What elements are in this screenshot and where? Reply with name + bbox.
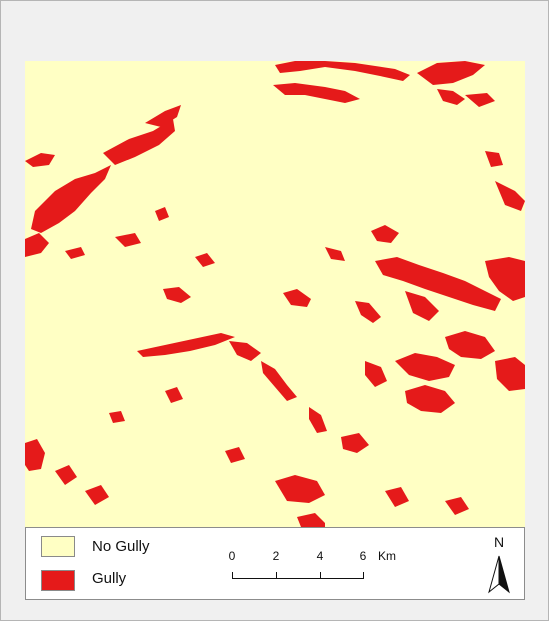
gully-map	[25, 61, 525, 527]
gully-label: Gully	[92, 570, 127, 587]
gully-swatch	[41, 570, 75, 591]
scale-tick	[276, 572, 277, 579]
scale-unit-label: Km	[378, 549, 396, 563]
north-label: N	[493, 534, 505, 550]
gully-patches-south	[25, 387, 469, 527]
gully-patches-east	[365, 151, 525, 413]
scale-bar: 0 2 4 6 Km	[226, 546, 396, 586]
scale-line	[232, 578, 363, 579]
scale-tick-label-0: 0	[228, 549, 236, 563]
scale-tick	[320, 572, 321, 579]
north-arrow: N	[481, 534, 517, 596]
gully-patches-top	[273, 61, 495, 107]
gully-map-canvas	[25, 61, 525, 527]
map-legend: No Gully Gully 0 2 4 6 Km N	[25, 527, 525, 600]
north-arrow-icon	[488, 555, 510, 594]
no-gully-swatch	[41, 536, 75, 557]
gully-patches-northwest	[25, 105, 181, 259]
scale-tick-label-6: 6	[359, 549, 367, 563]
scale-tick-label-4: 4	[316, 549, 324, 563]
no-gully-label: No Gully	[92, 538, 150, 555]
gully-patches-central	[137, 225, 399, 433]
scale-tick	[232, 572, 233, 579]
scale-tick-label-2: 2	[272, 549, 280, 563]
scale-tick	[363, 572, 364, 579]
